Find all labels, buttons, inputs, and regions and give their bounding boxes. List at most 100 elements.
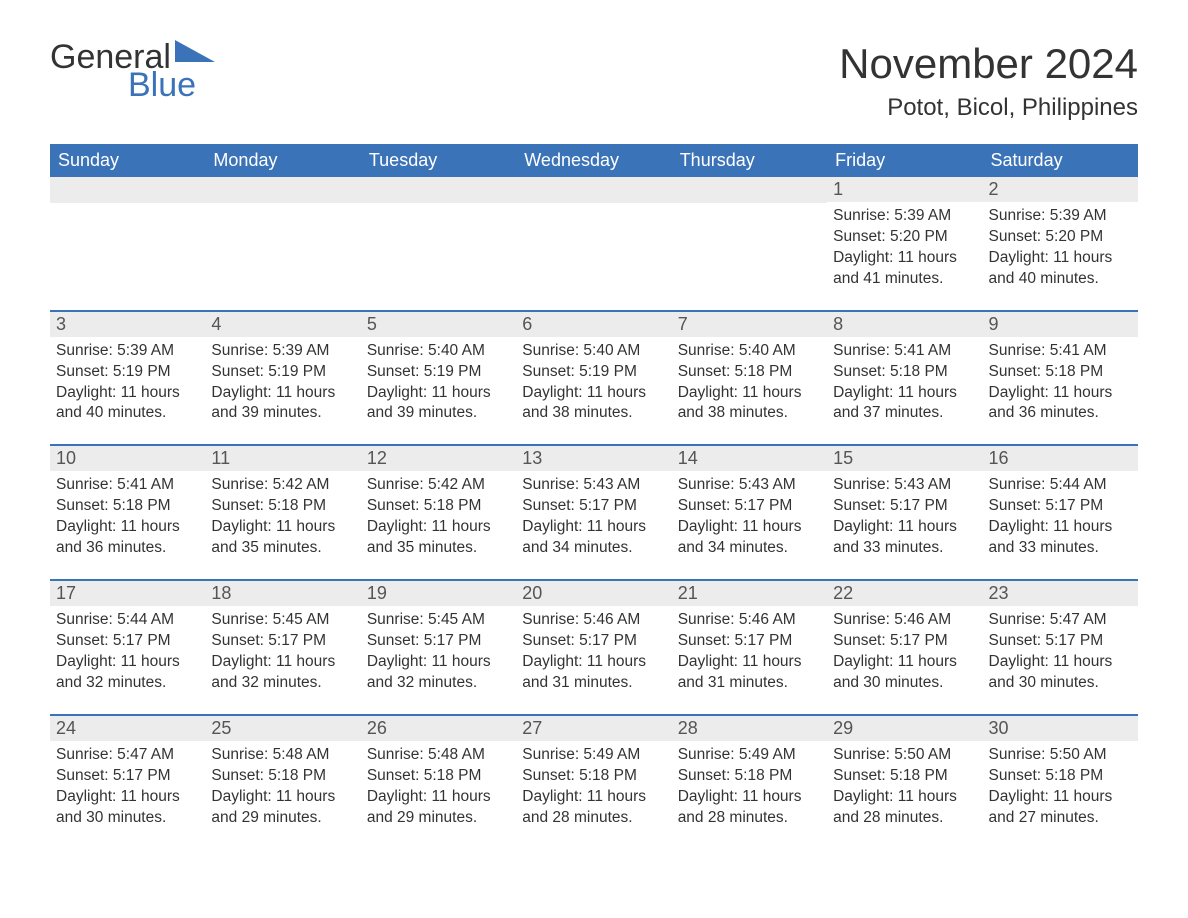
daylight-text: Daylight: 11 hours and 36 minutes. bbox=[56, 517, 199, 559]
daylight-text: Daylight: 11 hours and 28 minutes. bbox=[678, 787, 821, 829]
sunrise-text: Sunrise: 5:40 AM bbox=[522, 341, 665, 362]
daylight-text: Daylight: 11 hours and 34 minutes. bbox=[522, 517, 665, 559]
day-number bbox=[361, 177, 516, 203]
daylight-text: Daylight: 11 hours and 33 minutes. bbox=[989, 517, 1132, 559]
day-number: 5 bbox=[361, 310, 516, 337]
day-number: 4 bbox=[205, 310, 360, 337]
day-cell bbox=[516, 177, 671, 310]
day-cell: 23Sunrise: 5:47 AMSunset: 5:17 PMDayligh… bbox=[983, 579, 1138, 714]
day-number: 3 bbox=[50, 310, 205, 337]
sunset-text: Sunset: 5:18 PM bbox=[989, 362, 1132, 383]
week-row: 24Sunrise: 5:47 AMSunset: 5:17 PMDayligh… bbox=[50, 714, 1138, 849]
day-number: 8 bbox=[827, 310, 982, 337]
day-details: Sunrise: 5:39 AMSunset: 5:20 PMDaylight:… bbox=[827, 202, 982, 310]
day-number: 24 bbox=[50, 714, 205, 741]
day-cell: 7Sunrise: 5:40 AMSunset: 5:18 PMDaylight… bbox=[672, 310, 827, 445]
day-details: Sunrise: 5:43 AMSunset: 5:17 PMDaylight:… bbox=[672, 471, 827, 579]
logo-word2: Blue bbox=[128, 68, 215, 102]
day-details: Sunrise: 5:46 AMSunset: 5:17 PMDaylight:… bbox=[672, 606, 827, 714]
daylight-text: Daylight: 11 hours and 40 minutes. bbox=[989, 248, 1132, 290]
sunset-text: Sunset: 5:19 PM bbox=[211, 362, 354, 383]
day-cell: 28Sunrise: 5:49 AMSunset: 5:18 PMDayligh… bbox=[672, 714, 827, 849]
daylight-text: Daylight: 11 hours and 28 minutes. bbox=[833, 787, 976, 829]
day-cell: 11Sunrise: 5:42 AMSunset: 5:18 PMDayligh… bbox=[205, 444, 360, 579]
day-header-row: Sunday Monday Tuesday Wednesday Thursday… bbox=[50, 144, 1138, 177]
day-number: 30 bbox=[983, 714, 1138, 741]
day-details: Sunrise: 5:49 AMSunset: 5:18 PMDaylight:… bbox=[672, 741, 827, 849]
day-cell: 22Sunrise: 5:46 AMSunset: 5:17 PMDayligh… bbox=[827, 579, 982, 714]
daylight-text: Daylight: 11 hours and 35 minutes. bbox=[211, 517, 354, 559]
sunset-text: Sunset: 5:18 PM bbox=[367, 766, 510, 787]
sunrise-text: Sunrise: 5:39 AM bbox=[833, 206, 976, 227]
daylight-text: Daylight: 11 hours and 38 minutes. bbox=[678, 383, 821, 425]
sunset-text: Sunset: 5:17 PM bbox=[833, 496, 976, 517]
sunrise-text: Sunrise: 5:43 AM bbox=[833, 475, 976, 496]
daylight-text: Daylight: 11 hours and 36 minutes. bbox=[989, 383, 1132, 425]
day-number: 10 bbox=[50, 444, 205, 471]
daylight-text: Daylight: 11 hours and 30 minutes. bbox=[833, 652, 976, 694]
sunrise-text: Sunrise: 5:40 AM bbox=[678, 341, 821, 362]
day-number: 11 bbox=[205, 444, 360, 471]
sunrise-text: Sunrise: 5:44 AM bbox=[989, 475, 1132, 496]
day-details: Sunrise: 5:42 AMSunset: 5:18 PMDaylight:… bbox=[361, 471, 516, 579]
day-details: Sunrise: 5:45 AMSunset: 5:17 PMDaylight:… bbox=[205, 606, 360, 714]
day-details: Sunrise: 5:40 AMSunset: 5:18 PMDaylight:… bbox=[672, 337, 827, 445]
day-number: 9 bbox=[983, 310, 1138, 337]
daylight-text: Daylight: 11 hours and 32 minutes. bbox=[56, 652, 199, 694]
day-cell: 14Sunrise: 5:43 AMSunset: 5:17 PMDayligh… bbox=[672, 444, 827, 579]
day-details: Sunrise: 5:50 AMSunset: 5:18 PMDaylight:… bbox=[827, 741, 982, 849]
day-number: 28 bbox=[672, 714, 827, 741]
day-details: Sunrise: 5:44 AMSunset: 5:17 PMDaylight:… bbox=[50, 606, 205, 714]
sunset-text: Sunset: 5:17 PM bbox=[211, 631, 354, 652]
sunset-text: Sunset: 5:17 PM bbox=[678, 631, 821, 652]
day-header: Wednesday bbox=[516, 144, 671, 177]
day-details: Sunrise: 5:39 AMSunset: 5:20 PMDaylight:… bbox=[983, 202, 1138, 310]
daylight-text: Daylight: 11 hours and 32 minutes. bbox=[367, 652, 510, 694]
day-number: 16 bbox=[983, 444, 1138, 471]
sunset-text: Sunset: 5:17 PM bbox=[678, 496, 821, 517]
sunset-text: Sunset: 5:19 PM bbox=[56, 362, 199, 383]
day-cell: 12Sunrise: 5:42 AMSunset: 5:18 PMDayligh… bbox=[361, 444, 516, 579]
sunrise-text: Sunrise: 5:46 AM bbox=[678, 610, 821, 631]
sunrise-text: Sunrise: 5:46 AM bbox=[833, 610, 976, 631]
week-row: 10Sunrise: 5:41 AMSunset: 5:18 PMDayligh… bbox=[50, 444, 1138, 579]
daylight-text: Daylight: 11 hours and 40 minutes. bbox=[56, 383, 199, 425]
sunset-text: Sunset: 5:18 PM bbox=[211, 766, 354, 787]
day-cell bbox=[672, 177, 827, 310]
sunset-text: Sunset: 5:18 PM bbox=[678, 362, 821, 383]
day-details: Sunrise: 5:41 AMSunset: 5:18 PMDaylight:… bbox=[827, 337, 982, 445]
sunset-text: Sunset: 5:17 PM bbox=[522, 631, 665, 652]
daylight-text: Daylight: 11 hours and 41 minutes. bbox=[833, 248, 976, 290]
day-cell: 15Sunrise: 5:43 AMSunset: 5:17 PMDayligh… bbox=[827, 444, 982, 579]
sunset-text: Sunset: 5:17 PM bbox=[56, 631, 199, 652]
sunrise-text: Sunrise: 5:47 AM bbox=[56, 745, 199, 766]
sunset-text: Sunset: 5:17 PM bbox=[989, 496, 1132, 517]
day-cell: 16 Sunrise: 5:44 AMSunset: 5:17 PMDayligh… bbox=[983, 444, 1138, 579]
day-header: Monday bbox=[205, 144, 360, 177]
day-cell bbox=[205, 177, 360, 310]
day-cell: 2Sunrise: 5:39 AMSunset: 5:20 PMDaylight… bbox=[983, 177, 1138, 310]
sunset-text: Sunset: 5:20 PM bbox=[833, 227, 976, 248]
sunset-text: Sunset: 5:18 PM bbox=[522, 766, 665, 787]
day-cell: 9 Sunrise: 5:41 AMSunset: 5:18 PMDaylight… bbox=[983, 310, 1138, 445]
sunrise-text: Sunrise: 5:41 AM bbox=[989, 341, 1132, 362]
day-number: 14 bbox=[672, 444, 827, 471]
day-details: Sunrise: 5:47 AMSunset: 5:17 PMDaylight:… bbox=[50, 741, 205, 849]
day-number bbox=[50, 177, 205, 203]
day-details: Sunrise: 5:43 AMSunset: 5:17 PMDaylight:… bbox=[516, 471, 671, 579]
daylight-text: Daylight: 11 hours and 28 minutes. bbox=[522, 787, 665, 829]
day-details: Sunrise: 5:46 AMSunset: 5:17 PMDaylight:… bbox=[827, 606, 982, 714]
calendar-table: Sunday Monday Tuesday Wednesday Thursday… bbox=[50, 144, 1138, 848]
day-details: Sunrise: 5:47 AMSunset: 5:17 PMDaylight:… bbox=[983, 606, 1138, 714]
sunrise-text: Sunrise: 5:45 AM bbox=[367, 610, 510, 631]
sunset-text: Sunset: 5:18 PM bbox=[678, 766, 821, 787]
sunrise-text: Sunrise: 5:45 AM bbox=[211, 610, 354, 631]
day-cell: 25Sunrise: 5:48 AMSunset: 5:18 PMDayligh… bbox=[205, 714, 360, 849]
day-details: Sunrise: 5:40 AMSunset: 5:19 PMDaylight:… bbox=[516, 337, 671, 445]
daylight-text: Daylight: 11 hours and 39 minutes. bbox=[211, 383, 354, 425]
day-header: Sunday bbox=[50, 144, 205, 177]
sunrise-text: Sunrise: 5:41 AM bbox=[56, 475, 199, 496]
day-cell: 21Sunrise: 5:46 AMSunset: 5:17 PMDayligh… bbox=[672, 579, 827, 714]
day-details: Sunrise: 5:48 AMSunset: 5:18 PMDaylight:… bbox=[205, 741, 360, 849]
sunset-text: Sunset: 5:17 PM bbox=[989, 631, 1132, 652]
